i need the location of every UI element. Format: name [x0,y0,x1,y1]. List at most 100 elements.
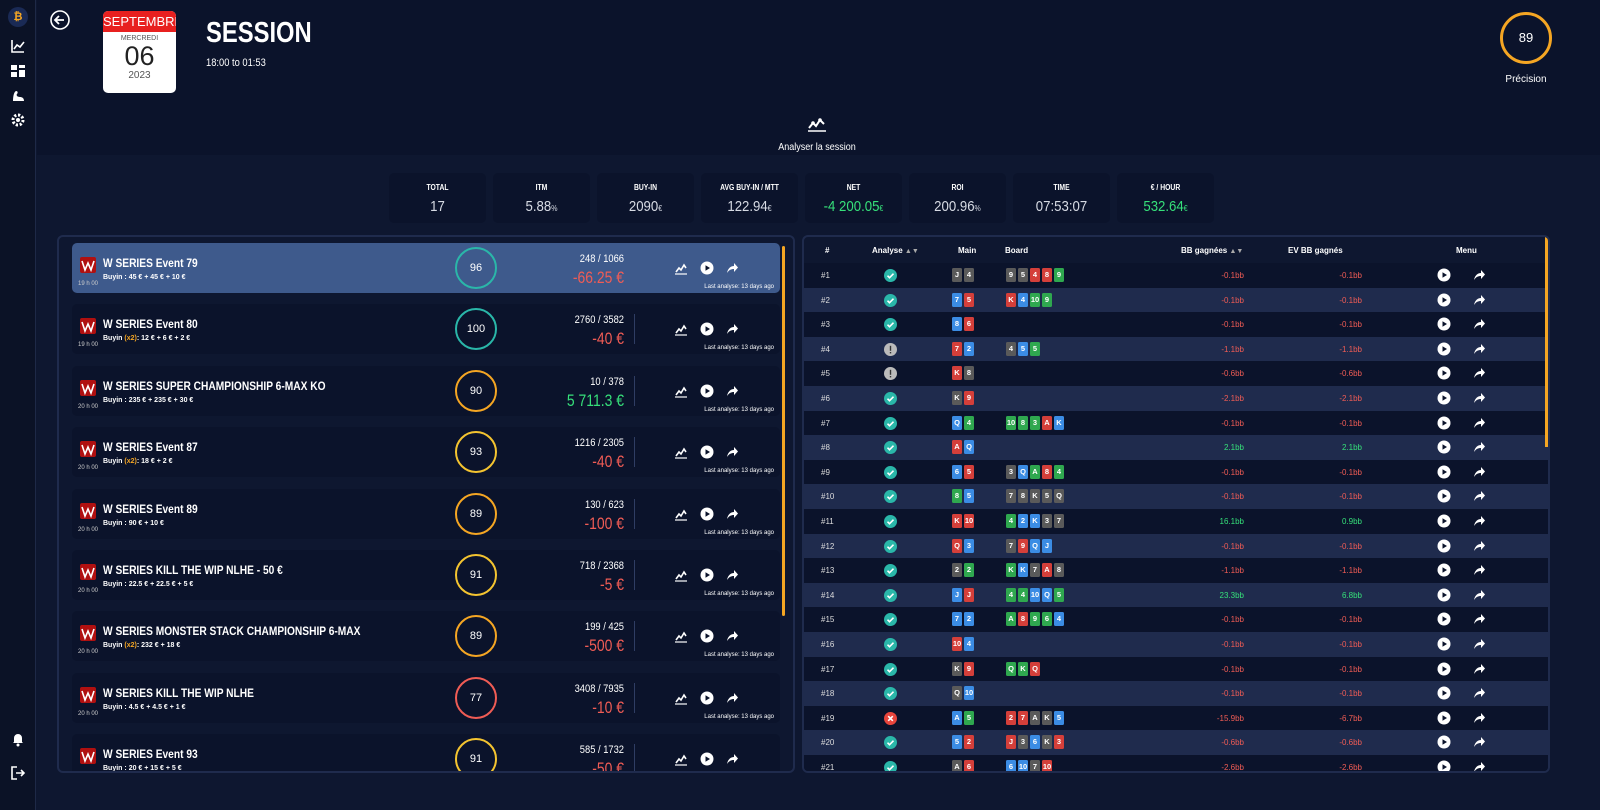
share-icon[interactable] [1472,539,1486,553]
muscle-icon[interactable] [10,88,26,104]
play-icon[interactable] [1437,465,1451,479]
play-icon[interactable] [1437,489,1451,503]
play-icon[interactable] [1437,637,1451,651]
play-icon[interactable] [1437,760,1451,771]
analyse-chart-icon[interactable] [674,322,688,336]
play-icon[interactable] [700,261,714,275]
header-bb[interactable]: BB gagnées ▲▼ [1181,246,1243,255]
share-icon[interactable] [1472,465,1486,479]
play-icon[interactable] [1437,711,1451,725]
share-icon[interactable] [1472,317,1486,331]
share-icon[interactable] [1472,563,1486,577]
share-icon[interactable] [725,752,739,766]
play-icon[interactable] [1437,416,1451,430]
analyse-chart-icon[interactable] [674,629,688,643]
play-icon[interactable] [1437,391,1451,405]
play-icon[interactable] [700,384,714,398]
play-icon[interactable] [1437,440,1451,454]
share-icon[interactable] [725,568,739,582]
tournament-card[interactable]: W SERIES SUPER CHAMPIONSHIP 6-MAX KO Buy… [72,365,780,416]
share-icon[interactable] [1472,391,1486,405]
share-icon[interactable] [725,384,739,398]
header-analyse[interactable]: Analyse ▲▼ [872,246,919,255]
share-icon[interactable] [725,691,739,705]
analyse-chart-icon[interactable] [674,261,688,275]
play-icon[interactable] [1437,539,1451,553]
play-icon[interactable] [1437,342,1451,356]
play-icon[interactable] [1437,612,1451,626]
analyse-chart-icon[interactable] [674,507,688,521]
play-icon[interactable] [1437,268,1451,282]
play-icon[interactable] [700,445,714,459]
play-icon[interactable] [1437,563,1451,577]
share-icon[interactable] [1472,293,1486,307]
share-icon[interactable] [1472,711,1486,725]
scrollbar[interactable] [1545,237,1548,447]
share-icon[interactable] [1472,514,1486,528]
analyse-chart-icon[interactable] [674,384,688,398]
share-icon[interactable] [725,507,739,521]
play-icon[interactable] [700,568,714,582]
tournament-card[interactable]: W SERIES KILL THE WIP NLHE - 50 € Buyin … [72,550,780,600]
share-icon[interactable] [1472,342,1486,356]
share-icon[interactable] [725,445,739,459]
play-icon[interactable] [1437,662,1451,676]
share-icon[interactable] [1472,440,1486,454]
tournament-card[interactable]: W SERIES MONSTER STACK CHAMPIONSHIP 6-MA… [72,611,780,662]
logout-icon[interactable] [10,765,26,781]
tournament-card[interactable]: W SERIES Event 80 Buyin (x2): 12 € + 6 €… [72,304,780,355]
chart-icon[interactable] [10,38,26,54]
play-icon[interactable] [1437,317,1451,331]
analyse-chart-icon[interactable] [674,445,688,459]
share-icon[interactable] [1472,489,1486,503]
analyse-session-button[interactable]: Analyser la session [737,112,897,153]
share-icon[interactable] [1472,366,1486,380]
table-row[interactable]: #16 10 4 -0.1bb -0.1bb [804,632,1548,657]
analyse-chart-icon[interactable] [674,752,688,766]
tournament-card[interactable]: W SERIES Event 87 Buyin (x2): 18 € + 2 €… [72,427,780,478]
analyse-chart-icon[interactable] [674,568,688,582]
app-logo-icon[interactable]: ₿ [8,7,28,27]
scrollbar[interactable] [782,246,785,616]
play-icon[interactable] [700,322,714,336]
tournament-card[interactable]: W SERIES Event 89 Buyin : 90 € + 10 € 20… [72,488,780,539]
play-icon[interactable] [1437,366,1451,380]
settings-gear-icon[interactable] [10,112,26,128]
play-icon[interactable] [700,691,714,705]
tournament-card[interactable]: W SERIES KILL THE WIP NLHE Buyin : 4.5 €… [72,672,780,723]
share-icon[interactable] [1472,268,1486,282]
share-icon[interactable] [1472,662,1486,676]
share-icon[interactable] [725,322,739,336]
play-icon[interactable] [1437,588,1451,602]
dashboard-icon[interactable] [10,63,26,79]
share-icon[interactable] [1472,612,1486,626]
play-icon[interactable] [1437,293,1451,307]
tournament-card[interactable]: W SERIES Event 93 Buyin : 20 € + 15 € + … [72,734,780,771]
play-icon[interactable] [700,752,714,766]
analyse-chart-icon[interactable] [674,691,688,705]
share-icon[interactable] [1472,686,1486,700]
share-icon[interactable] [1472,760,1486,771]
tournament-card[interactable]: W SERIES Event 79 Buyin : 45 € + 45 € + … [72,243,780,293]
share-icon[interactable] [1472,637,1486,651]
play-icon[interactable] [1437,686,1451,700]
play-icon[interactable] [1437,514,1451,528]
play-icon[interactable] [700,507,714,521]
